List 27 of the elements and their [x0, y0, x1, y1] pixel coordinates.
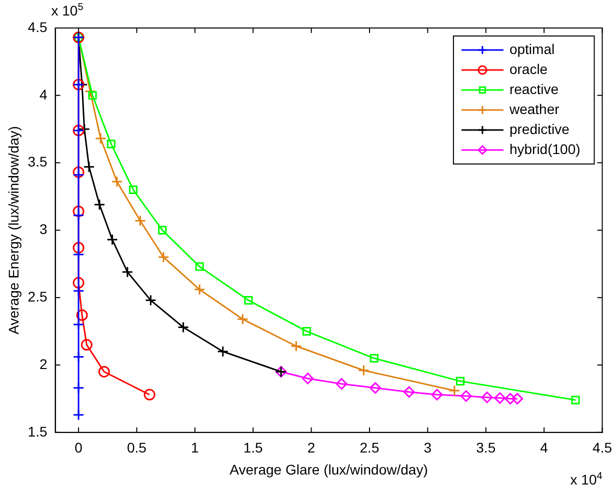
legend-label: hybrid(100) [509, 140, 580, 157]
legend-label: weather [508, 100, 560, 117]
y-axis-title: Average Energy (lux/window/day) [5, 126, 22, 334]
y-tick-label: 2 [39, 356, 48, 372]
x-tick-label: 0 [74, 440, 83, 456]
x-tick-label: 1 [191, 440, 200, 456]
legend-label: reactive [509, 80, 559, 97]
y-tick-label: 2.5 [28, 288, 48, 304]
legend-label: oracle [509, 60, 548, 77]
legend-label: optimal [509, 40, 555, 57]
x-axis-title: Average Glare (lux/window/day) [230, 461, 428, 478]
y-tick-label: 3.5 [28, 154, 48, 170]
x-tick-label: 4.5 [592, 440, 612, 456]
x-tick-label: 3 [424, 440, 432, 456]
x-tick-label: 0.5 [126, 440, 147, 456]
y-tick-label: 1.5 [28, 423, 48, 440]
y-tick-label: 4.5 [28, 18, 48, 35]
x-tick-label: 2 [307, 440, 316, 456]
text: x 10$^{5}$ [51, 2, 84, 19]
y-tick-label: 4 [39, 86, 48, 102]
text: x 10$^{4}$ [570, 471, 602, 488]
x-tick-label: 3.5 [476, 440, 496, 456]
x-tick-label: 4 [540, 440, 548, 456]
x-tick-label: 1.5 [243, 440, 264, 456]
x-tick-label: 2.5 [360, 440, 380, 456]
legend-label: predictive [509, 120, 570, 137]
y-tick-label: 3 [39, 221, 48, 238]
